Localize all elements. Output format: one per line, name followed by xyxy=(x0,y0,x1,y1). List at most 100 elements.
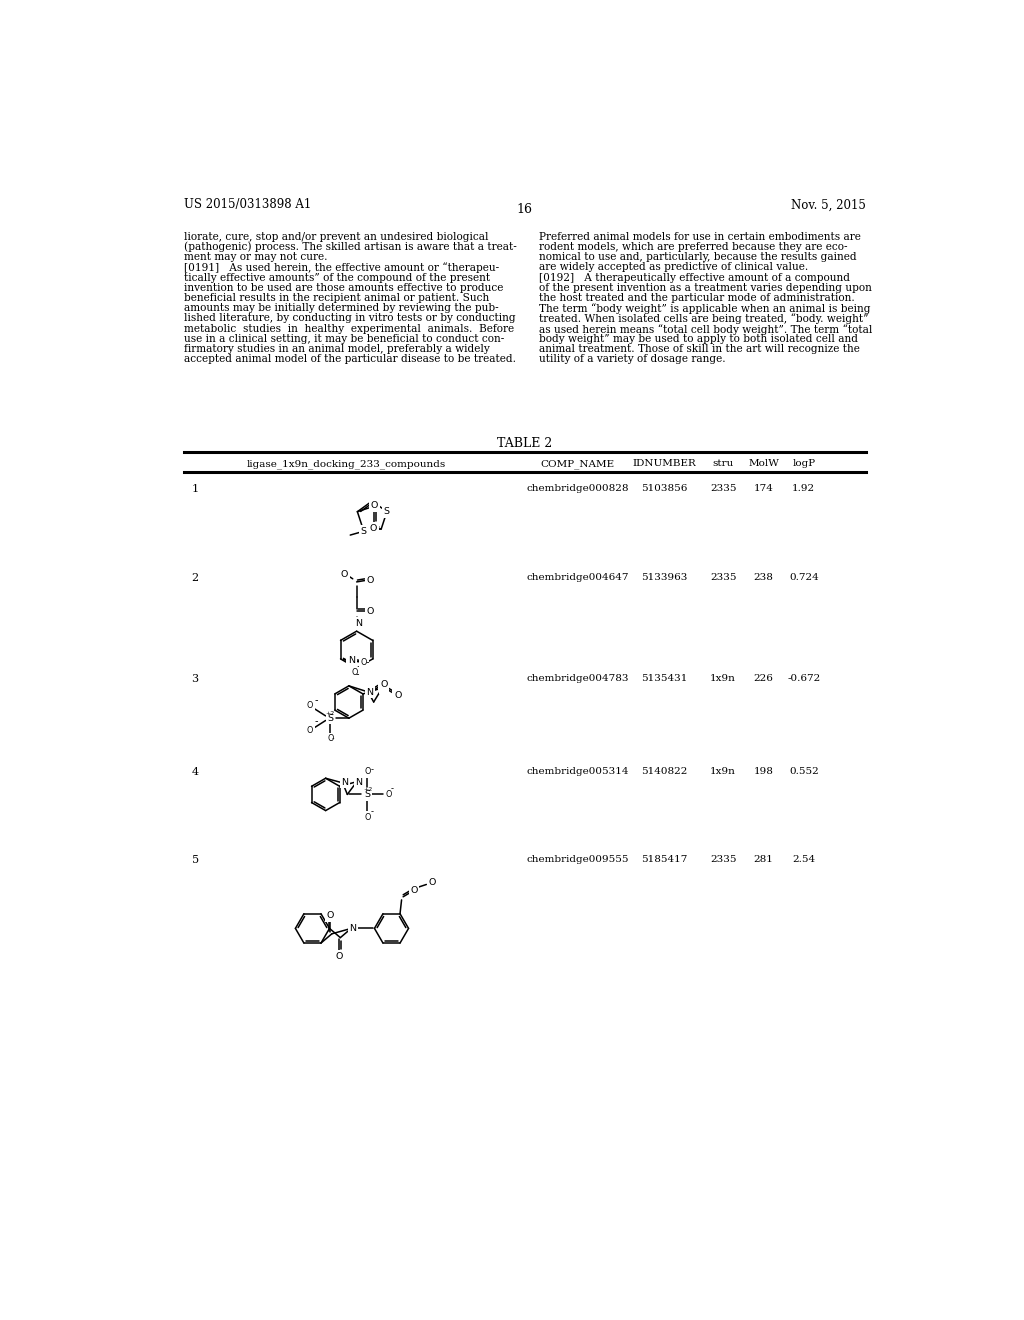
Text: logP: logP xyxy=(793,459,815,469)
Text: chembridge004647: chembridge004647 xyxy=(526,573,629,582)
Text: 0.724: 0.724 xyxy=(788,573,818,582)
Text: O: O xyxy=(367,607,374,615)
Text: TABLE 2: TABLE 2 xyxy=(498,437,552,450)
Text: 238: 238 xyxy=(754,573,773,582)
Text: -: - xyxy=(314,717,318,726)
Text: 2: 2 xyxy=(191,573,199,582)
Text: O: O xyxy=(307,726,313,735)
Text: chembridge000828: chembridge000828 xyxy=(526,484,629,494)
Text: O: O xyxy=(370,524,378,533)
Text: O: O xyxy=(341,570,348,578)
Text: 5140822: 5140822 xyxy=(641,767,687,776)
Text: -: - xyxy=(332,735,334,741)
Text: IDNUMBER: IDNUMBER xyxy=(633,459,696,469)
Text: 226: 226 xyxy=(754,675,773,684)
Text: -: - xyxy=(371,766,374,774)
Text: utility of a variety of dosage range.: utility of a variety of dosage range. xyxy=(539,355,725,364)
Text: 1.92: 1.92 xyxy=(793,484,815,494)
Text: S: S xyxy=(365,789,371,799)
Text: COMP_NAME: COMP_NAME xyxy=(541,459,614,469)
Text: -: - xyxy=(371,808,374,817)
Text: +2: +2 xyxy=(362,787,372,792)
Text: accepted animal model of the particular disease to be treated.: accepted animal model of the particular … xyxy=(183,355,516,364)
Text: as used herein means “total cell body weight”. The term “total: as used herein means “total cell body we… xyxy=(539,323,872,334)
Text: nomical to use and, particularly, because the results gained: nomical to use and, particularly, becaus… xyxy=(539,252,856,263)
Text: -: - xyxy=(391,784,393,793)
Text: N: N xyxy=(355,777,362,787)
Text: S: S xyxy=(360,527,367,536)
Text: 5135431: 5135431 xyxy=(641,675,687,684)
Text: chembridge004783: chembridge004783 xyxy=(526,675,629,684)
Text: 198: 198 xyxy=(754,767,773,776)
Text: O: O xyxy=(380,680,387,689)
Text: N: N xyxy=(380,684,387,692)
Text: O: O xyxy=(327,911,334,920)
Text: amounts may be initially determined by reviewing the pub-: amounts may be initially determined by r… xyxy=(183,304,499,313)
Text: The term “body weight” is applicable when an animal is being: The term “body weight” is applicable whe… xyxy=(539,304,870,314)
Text: (pathogenic) process. The skilled artisan is aware that a treat-: (pathogenic) process. The skilled artisa… xyxy=(183,242,516,252)
Text: 5: 5 xyxy=(191,855,199,865)
Text: use in a clinical setting, it may be beneficial to conduct con-: use in a clinical setting, it may be ben… xyxy=(183,334,504,345)
Text: chembridge005314: chembridge005314 xyxy=(526,767,629,776)
Text: O: O xyxy=(351,668,357,677)
Text: metabolic  studies  in  healthy  experimental  animals.  Before: metabolic studies in healthy experimenta… xyxy=(183,323,514,334)
Text: MolW: MolW xyxy=(749,459,779,469)
Text: 3: 3 xyxy=(191,675,199,684)
Text: 5103856: 5103856 xyxy=(641,484,687,494)
Text: ment may or may not cure.: ment may or may not cure. xyxy=(183,252,328,263)
Text: O: O xyxy=(367,576,374,585)
Text: +2: +2 xyxy=(326,711,335,715)
Text: O: O xyxy=(411,886,418,895)
Text: US 2015/0313898 A1: US 2015/0313898 A1 xyxy=(183,198,311,211)
Text: rodent models, which are preferred because they are eco-: rodent models, which are preferred becau… xyxy=(539,242,847,252)
Text: 5185417: 5185417 xyxy=(641,855,687,865)
Text: 16: 16 xyxy=(517,203,532,216)
Text: N: N xyxy=(348,656,355,665)
Text: -: - xyxy=(314,694,318,705)
Text: 2335: 2335 xyxy=(710,855,736,865)
Text: Preferred animal models for use in certain embodiments are: Preferred animal models for use in certa… xyxy=(539,231,860,242)
Text: [0191]   As used herein, the effective amount or “therapeu-: [0191] As used herein, the effective amo… xyxy=(183,263,499,273)
Text: O: O xyxy=(394,690,401,700)
Text: the host treated and the particular mode of administration.: the host treated and the particular mode… xyxy=(539,293,854,304)
Text: beneficial results in the recipient animal or patient. Such: beneficial results in the recipient anim… xyxy=(183,293,489,304)
Text: N: N xyxy=(355,619,362,628)
Text: 2335: 2335 xyxy=(710,484,736,494)
Text: S: S xyxy=(384,507,390,516)
Text: of the present invention as a treatment varies depending upon: of the present invention as a treatment … xyxy=(539,282,871,293)
Text: firmatory studies in an animal model, preferably a widely: firmatory studies in an animal model, pr… xyxy=(183,345,489,354)
Text: 2.54: 2.54 xyxy=(793,855,815,865)
Text: liorate, cure, stop and/or prevent an undesired biological: liorate, cure, stop and/or prevent an un… xyxy=(183,231,488,242)
Text: treated. When isolated cells are being treated, “body. weight”: treated. When isolated cells are being t… xyxy=(539,313,868,325)
Text: ligase_1x9n_docking_233_compounds: ligase_1x9n_docking_233_compounds xyxy=(246,459,445,469)
Text: body weight” may be used to apply to both isolated cell and: body weight” may be used to apply to bot… xyxy=(539,334,858,345)
Text: -: - xyxy=(355,669,359,680)
Text: O: O xyxy=(360,659,367,667)
Text: 174: 174 xyxy=(754,484,773,494)
Text: [0192]   A therapeutically effective amount of a compound: [0192] A therapeutically effective amoun… xyxy=(539,272,850,282)
Text: O: O xyxy=(385,789,391,799)
Text: 4: 4 xyxy=(191,767,199,776)
Text: O: O xyxy=(307,701,313,710)
Text: invention to be used are those amounts effective to produce: invention to be used are those amounts e… xyxy=(183,282,503,293)
Text: O: O xyxy=(371,502,378,510)
Text: lished literature, by conducting in vitro tests or by conducting: lished literature, by conducting in vitr… xyxy=(183,313,515,323)
Text: N: N xyxy=(349,924,356,933)
Text: O: O xyxy=(365,813,371,822)
Text: O: O xyxy=(327,734,334,743)
Text: Nov. 5, 2015: Nov. 5, 2015 xyxy=(791,198,866,211)
Text: are widely accepted as predictive of clinical value.: are widely accepted as predictive of cli… xyxy=(539,263,808,272)
Text: stru: stru xyxy=(713,459,734,469)
Text: animal treatment. Those of skill in the art will recognize the: animal treatment. Those of skill in the … xyxy=(539,345,859,354)
Text: 1: 1 xyxy=(191,484,199,494)
Text: -0.672: -0.672 xyxy=(787,675,820,684)
Text: O: O xyxy=(365,767,371,776)
Text: -: - xyxy=(366,657,369,667)
Text: O: O xyxy=(335,952,342,961)
Text: 1x9n: 1x9n xyxy=(711,767,736,776)
Text: N: N xyxy=(341,777,348,787)
Text: 1x9n: 1x9n xyxy=(711,675,736,684)
Text: S: S xyxy=(328,714,333,722)
Text: 281: 281 xyxy=(754,855,773,865)
Text: 0.552: 0.552 xyxy=(788,767,818,776)
